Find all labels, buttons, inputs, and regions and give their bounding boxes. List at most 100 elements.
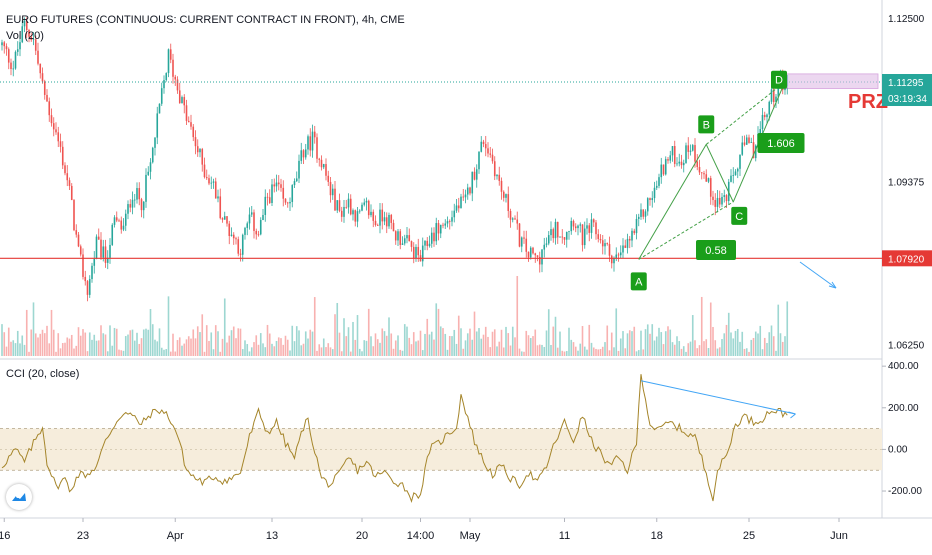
candle-body [336, 200, 339, 211]
volume-bar [104, 334, 107, 356]
volume-bar [131, 329, 134, 356]
candle-body [271, 184, 273, 203]
candle-body [412, 246, 415, 258]
candle-body [190, 122, 192, 127]
tradingview-logo-icon [12, 493, 26, 501]
candle-body [142, 201, 145, 211]
candle-body [129, 204, 132, 208]
tradingview-logo[interactable] [6, 484, 32, 510]
candle-body [685, 145, 687, 163]
candle-body [644, 211, 647, 217]
volume-bar [500, 329, 503, 356]
candle-body [721, 196, 723, 205]
volume-bar [388, 317, 390, 356]
volume-bar [75, 345, 78, 356]
candle-body [496, 174, 498, 177]
volume-bar [745, 348, 748, 356]
candle-body [32, 39, 35, 41]
candle-body [16, 49, 19, 52]
volume-bar [709, 302, 712, 356]
time-tick-label: 13 [266, 530, 278, 542]
volume-bar [316, 350, 318, 356]
candle-body [331, 188, 334, 196]
candle-body [52, 123, 55, 130]
volume-bar [705, 339, 708, 356]
volume-bar [401, 350, 404, 356]
volume-bar [613, 347, 615, 356]
volume-bar [644, 329, 647, 356]
candle-body [73, 200, 75, 231]
candle-body [464, 194, 467, 198]
candle-body [691, 145, 694, 151]
volume-bar [777, 304, 780, 356]
candle-body [133, 199, 136, 201]
candle-body [100, 239, 102, 258]
candle-body [482, 141, 485, 145]
candle-body [149, 162, 152, 172]
volume-bar [678, 341, 681, 356]
volume-bar [298, 330, 300, 356]
candle-body [770, 89, 773, 102]
candle-body [505, 194, 507, 198]
candle-body [556, 221, 559, 238]
volume-bar [554, 316, 557, 356]
volume-bar [262, 343, 264, 356]
volume-bar [430, 331, 433, 356]
volume-bar [311, 331, 314, 356]
candle-body [385, 217, 388, 227]
volume-bar [732, 338, 735, 356]
candle-body [156, 113, 159, 138]
volume-bar [601, 346, 604, 356]
candle-body [493, 161, 496, 177]
candle-body [113, 217, 116, 225]
volume-bar [696, 348, 699, 356]
volume-bar [583, 346, 586, 356]
candle-body [275, 182, 278, 187]
volume-bar [592, 347, 595, 356]
volume-bar [73, 348, 75, 356]
volume-bar [118, 349, 120, 356]
candle-body [388, 214, 390, 227]
candle-body [489, 153, 492, 155]
volume-bar [518, 348, 521, 356]
candle-body [68, 180, 71, 186]
candle-body [743, 142, 746, 145]
volume-bar [725, 324, 728, 356]
volume-bar [275, 340, 278, 356]
volume-bar [28, 351, 30, 356]
candle-body [428, 243, 431, 247]
price-tick-label: 1.12500 [888, 14, 925, 25]
candle-body [259, 220, 262, 235]
candle-body [181, 97, 183, 104]
candle-body [313, 131, 316, 138]
volume-bar [651, 324, 654, 356]
volume-bar [300, 345, 303, 356]
volume-bar [334, 314, 336, 356]
volume-bar [32, 302, 35, 356]
volume-bar [293, 341, 296, 356]
volume-bar [187, 336, 190, 356]
volume-bar [514, 337, 516, 356]
volume-bar [7, 327, 10, 356]
volume-bar [766, 342, 768, 356]
candle-body [147, 171, 150, 175]
candle-body [340, 210, 343, 217]
volume-bar [532, 336, 534, 356]
volume-bar [183, 343, 186, 356]
candle-body [244, 227, 246, 235]
volume-bar [253, 342, 255, 356]
candle-body [84, 276, 87, 282]
volume-bar [291, 325, 294, 356]
candle-body [750, 142, 753, 143]
volume-bar [631, 331, 633, 356]
candle-body [403, 238, 406, 244]
pattern-ratio-label: 0.58 [705, 245, 726, 257]
volume-bar [113, 327, 116, 356]
volume-bar [365, 340, 368, 356]
volume-bar [190, 338, 192, 356]
price-tick-label: 1.06250 [888, 341, 925, 352]
volume-bar [743, 348, 746, 356]
volume-bar [347, 327, 350, 356]
